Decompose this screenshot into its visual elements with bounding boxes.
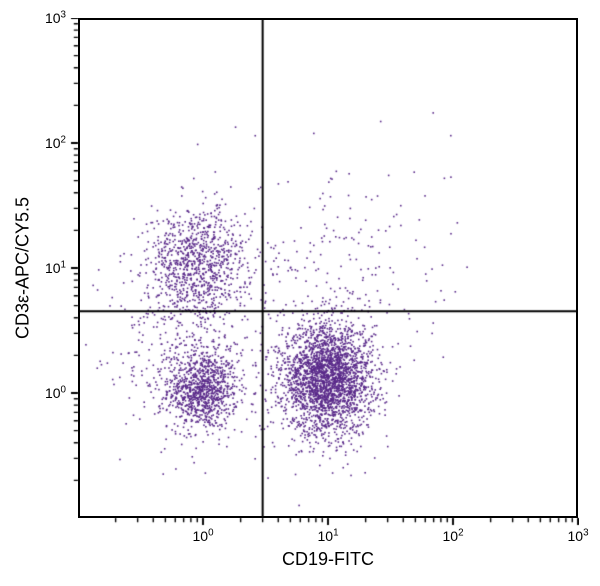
xtick-3: 103: [567, 528, 588, 544]
ytick-3: 103: [45, 10, 66, 26]
x-axis-label: CD19-FITC: [282, 549, 374, 570]
ytick-1: 101: [45, 260, 66, 276]
xtick-1: 101: [317, 528, 338, 544]
xtick-0: 100: [192, 528, 213, 544]
y-axis-label: CD3ε-APC/CY5.5: [13, 197, 34, 339]
ytick-2: 102: [45, 135, 66, 151]
figure: 100 101 102 103 100 101 102 103 CD19-FITC CD3ε-AP…: [0, 0, 600, 586]
xtick-2: 102: [442, 528, 463, 544]
ytick-0: 100: [45, 385, 66, 401]
overlay-canvas: [78, 18, 578, 518]
plot-area: [78, 18, 578, 518]
